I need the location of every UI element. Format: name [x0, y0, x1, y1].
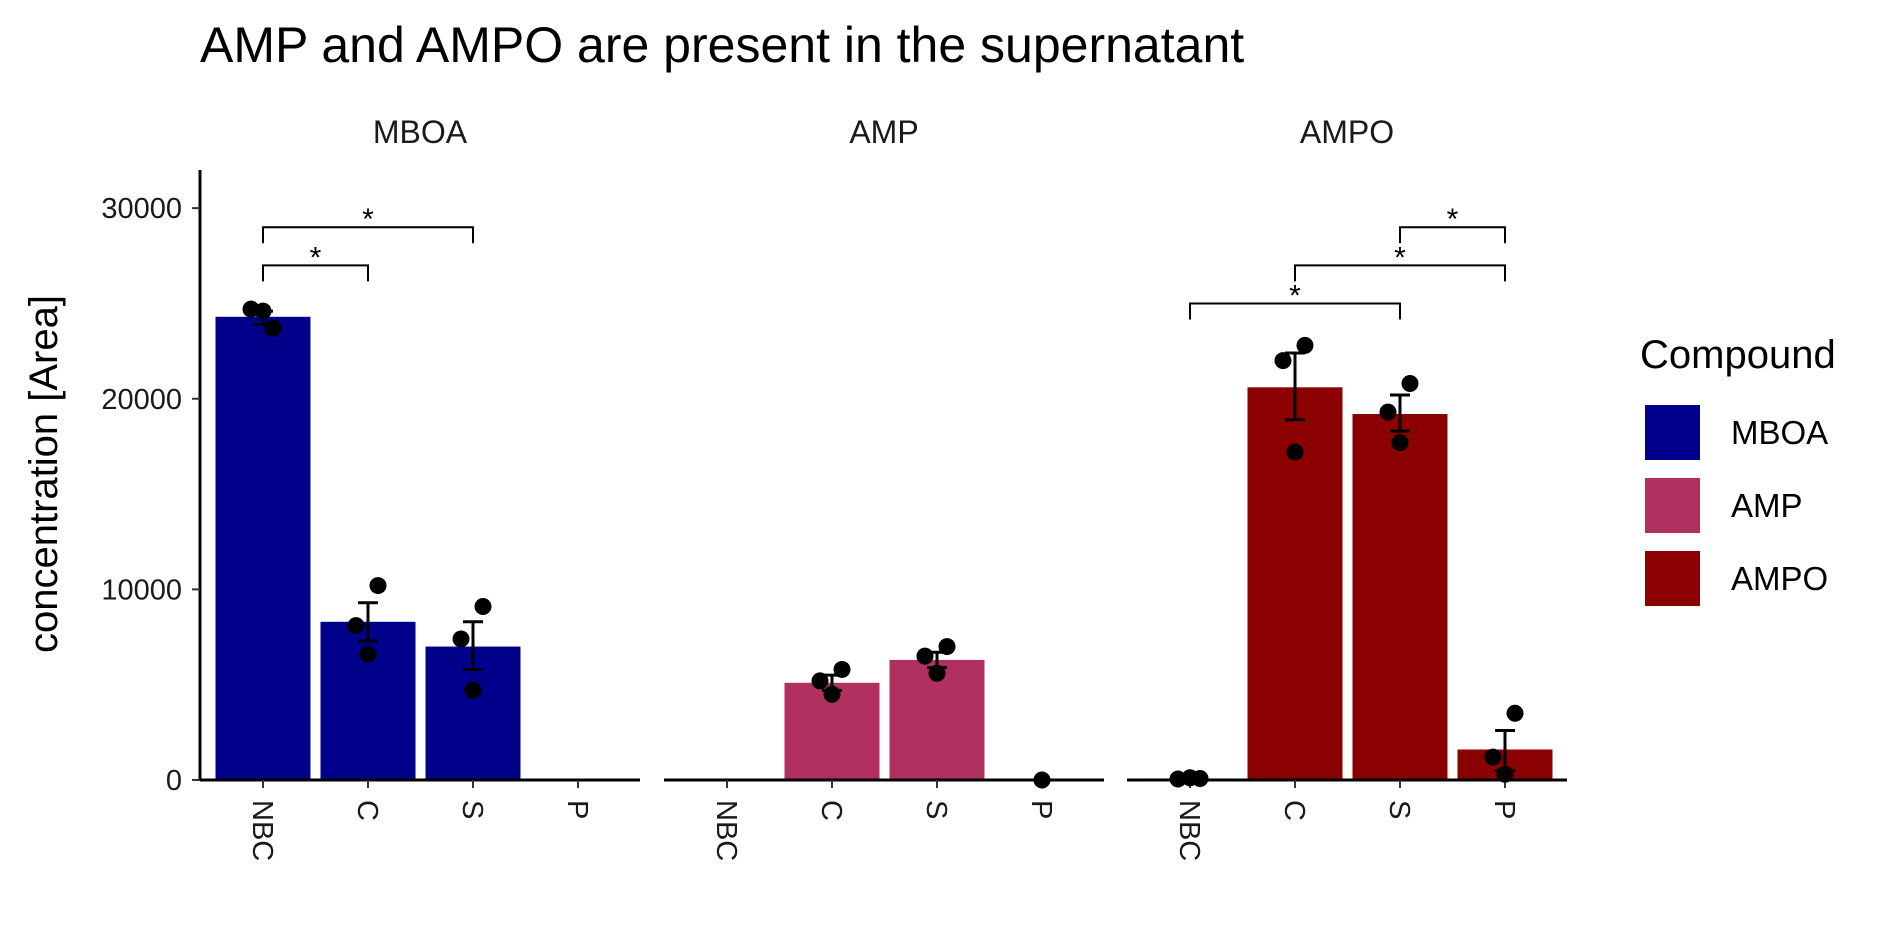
data-point: [1484, 748, 1502, 766]
y-tick-label: 30000: [101, 193, 182, 225]
x-tick-label: NBC: [1173, 800, 1205, 861]
data-point: [369, 577, 387, 595]
data-point: [916, 647, 934, 665]
y-axis-label: concentration [Area]: [22, 295, 66, 653]
significance-bracket: [262, 226, 474, 244]
facet-label: AMP: [849, 114, 918, 150]
data-point: [1496, 765, 1514, 783]
data-point: [811, 672, 829, 690]
facet-panels: MBOA NBC C S P * * AMP NBC C S P AMPO NBC C S P * * *: [200, 114, 1567, 861]
data-point: [347, 617, 365, 635]
y-tick-label: 0: [166, 765, 182, 797]
data-point: [474, 598, 492, 616]
x-tick-label: C: [351, 800, 383, 821]
data-point: [1181, 769, 1199, 787]
data-point: [359, 645, 377, 663]
y-tick-label: 10000: [101, 574, 182, 606]
x-tick-label: S: [1383, 800, 1415, 819]
legend-swatch: [1645, 478, 1700, 533]
significance-label: *: [1289, 279, 1301, 312]
significance-label: *: [362, 203, 374, 236]
x-tick-label: P: [561, 800, 593, 819]
legend: Compound MBOA AMP AMPO: [1640, 333, 1836, 606]
data-point: [1379, 403, 1397, 421]
data-point: [833, 660, 851, 678]
bar: [320, 621, 416, 780]
y-axis: 0 10000 20000 30000: [101, 170, 202, 797]
data-point: [464, 681, 482, 699]
legend-label: AMPO: [1731, 560, 1828, 597]
legend-label: MBOA: [1731, 414, 1828, 451]
significance-bracket: [1399, 226, 1506, 244]
significance-label: *: [1394, 241, 1406, 274]
error-bar: [1390, 393, 1410, 433]
facet-panel-mboa: MBOA NBC C S P * *: [200, 114, 640, 861]
facet-panel-amp: AMP NBC C S P: [664, 114, 1104, 861]
significance-bracket: [1294, 264, 1506, 282]
error-bar: [463, 620, 483, 671]
facet-panel-ampo: AMPO NBC C S P * * *: [1127, 114, 1567, 861]
legend-swatch: [1645, 551, 1700, 606]
chart-title: AMP and AMPO are present in the supernat…: [200, 17, 1244, 73]
y-tick-label: 20000: [101, 384, 182, 416]
facet-label: AMPO: [1300, 114, 1394, 150]
x-tick-label: C: [1278, 800, 1310, 821]
x-tick-label: P: [1025, 800, 1057, 819]
data-point: [264, 319, 282, 337]
x-tick-label: P: [1488, 800, 1520, 819]
x-tick-label: NBC: [710, 800, 742, 861]
legend-swatch: [1645, 405, 1700, 460]
data-point: [1391, 434, 1409, 452]
data-point: [1506, 704, 1524, 722]
legend-title: Compound: [1640, 333, 1836, 377]
bar: [215, 316, 311, 780]
data-point: [254, 302, 272, 320]
x-tick-label: S: [456, 800, 488, 819]
data-point: [1033, 771, 1051, 789]
significance-bracket: [1189, 302, 1401, 320]
significance-label: *: [1447, 203, 1459, 236]
x-tick-label: NBC: [246, 800, 278, 861]
legend-label: AMP: [1731, 487, 1803, 524]
data-point: [1401, 375, 1419, 392]
significance-bracket: [262, 264, 369, 282]
data-point: [1274, 352, 1292, 370]
facet-label: MBOA: [373, 114, 468, 150]
data-point: [938, 638, 956, 656]
error-bar: [358, 601, 378, 643]
data-point: [928, 664, 946, 682]
data-point: [823, 685, 841, 703]
x-tick-label: C: [815, 800, 847, 821]
data-point: [1286, 443, 1304, 461]
significance-label: *: [310, 241, 322, 274]
data-point: [452, 630, 470, 648]
data-point: [1296, 336, 1314, 354]
x-tick-label: S: [920, 800, 952, 819]
bar: [1352, 414, 1448, 780]
